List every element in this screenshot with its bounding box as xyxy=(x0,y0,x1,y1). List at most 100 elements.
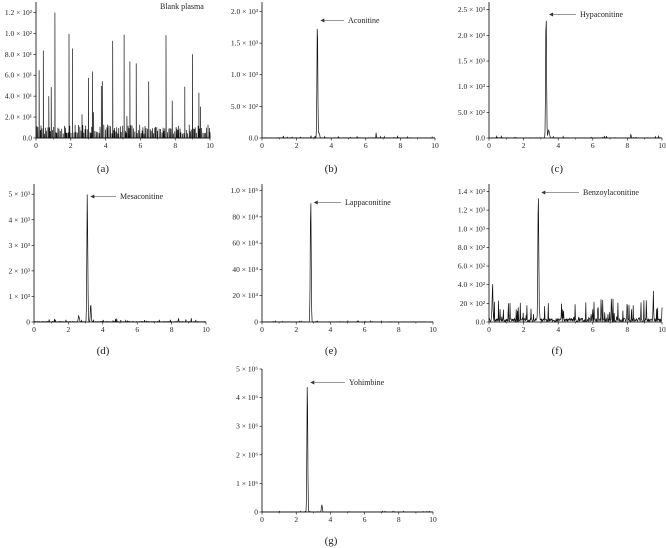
annotation-arrowhead-c xyxy=(549,12,554,17)
trace-f xyxy=(488,198,663,324)
y-tick-label-g: 5 × 10⁶ xyxy=(236,365,258,374)
y-tick-label-g: 4 × 10⁶ xyxy=(236,393,258,402)
y-tick-label-c: 1.5 × 10³ xyxy=(458,57,486,66)
annotation-arrowhead-g xyxy=(310,380,315,385)
x-tick-label-f: 0 xyxy=(487,325,491,334)
x-tick-label-a: 6 xyxy=(139,141,143,150)
x-tick-label-g: 8 xyxy=(397,515,401,524)
y-tick-label-g: 0 xyxy=(254,508,258,517)
panel-caption-d: (d) xyxy=(97,345,110,357)
panel-caption-b: (b) xyxy=(325,163,338,175)
panel-b: 0 2 4 6 8 10 0.0 5.0 × 10² 1.0 × 10³ 1.5 × 10³ 2.0… xyxy=(231,2,439,175)
y-tick-label-f: 0.0 xyxy=(476,318,486,327)
x-tick-label-c: 0 xyxy=(487,141,491,150)
y-tick-label-a: 2.0 × 10¹ xyxy=(5,113,32,122)
y-tick-label-g: 2 × 10⁶ xyxy=(236,450,258,459)
panel-c: 0 2 4 6 8 10 0.0 5.0 × 10² 1.0 × 10³ 1.5 × 10³ 2.0… xyxy=(458,2,666,175)
x-tick-label-g: 6 xyxy=(363,515,367,524)
annotation-arrowhead-f xyxy=(541,190,546,195)
y-tick-label-f: 6.0 × 10² xyxy=(458,262,486,271)
trace-d xyxy=(33,194,206,323)
panel-caption-f: (f) xyxy=(552,345,563,357)
compound-label-g: Yohimbine xyxy=(349,378,385,387)
trace-b xyxy=(261,28,436,139)
y-tick-label-e: 40 × 10⁴ xyxy=(232,265,258,274)
y-tick-label-c: 2.0 × 10³ xyxy=(458,31,486,40)
y-tick-label-e: 60 × 10⁴ xyxy=(232,239,258,248)
y-tick-label-c: 2.5 × 10³ xyxy=(458,5,486,14)
y-tick-label-e: 20 × 10⁴ xyxy=(232,291,258,300)
x-tick-label-b: 0 xyxy=(260,141,264,150)
panel-d: 0 2 4 6 8 10 0 1 × 10³ 2 × 10³ 3 × 10³ 4 × 10³ 5 × … xyxy=(9,184,210,357)
y-tick-label-d: 2 × 10³ xyxy=(9,266,31,275)
y-tick-label-a: 1.0 × 10² xyxy=(5,29,33,38)
x-tick-label-e: 0 xyxy=(260,325,264,334)
y-tick-label-d: 5 × 10³ xyxy=(9,190,31,199)
annotation-arrowhead-d xyxy=(90,194,95,199)
y-tick-label-e: 1.0 × 10⁵ xyxy=(231,186,259,195)
y-tick-label-c: 5.0 × 10² xyxy=(458,108,486,117)
x-tick-label-d: 6 xyxy=(135,325,139,334)
x-tick-label-f: 8 xyxy=(626,325,630,334)
x-tick-label-b: 2 xyxy=(295,141,299,150)
y-tick-label-d: 0 xyxy=(26,318,30,327)
trace-g xyxy=(262,386,433,513)
x-tick-label-c: 10 xyxy=(658,141,666,150)
x-tick-label-d: 2 xyxy=(67,325,71,334)
compound-label-b: Aconitine xyxy=(348,16,380,25)
y-tick-label-c: 0.0 xyxy=(476,134,486,143)
y-tick-label-e: 80 × 10⁴ xyxy=(232,212,258,221)
y-tick-label-d: 4 × 10³ xyxy=(9,215,31,224)
y-tick-label-f: 8.0 × 10² xyxy=(458,243,486,252)
x-tick-label-c: 8 xyxy=(626,141,630,150)
x-tick-label-a: 2 xyxy=(69,141,73,150)
x-tick-label-a: 10 xyxy=(206,141,214,150)
y-tick-label-c: 1.0 × 10³ xyxy=(458,82,486,91)
x-tick-label-c: 4 xyxy=(556,141,560,150)
x-tick-label-a: 8 xyxy=(173,141,177,150)
x-tick-label-g: 4 xyxy=(329,515,333,524)
y-tick-label-b: 2.0 × 10³ xyxy=(231,7,259,16)
y-tick-label-f: 1.0 × 10³ xyxy=(458,224,486,233)
y-tick-label-a: 6.0 × 10¹ xyxy=(5,71,32,80)
y-tick-label-a: 8.0 × 10¹ xyxy=(5,50,32,59)
y-tick-label-d: 3 × 10³ xyxy=(9,241,31,250)
panel-caption-g: (g) xyxy=(325,535,338,547)
x-tick-label-e: 8 xyxy=(397,325,401,334)
y-tick-label-b: 0.0 xyxy=(249,134,259,143)
y-tick-label-f: 20 × 10² xyxy=(460,299,486,308)
annotation-arrowhead-e xyxy=(313,200,318,205)
panel-f: 0 2 4 6 8 10 0.0 20 × 10² 4.0 × 10² 6.0 × 10² 8.0 … xyxy=(458,184,666,357)
panel-a: 0 2 4 6 8 10 0.0 2.0 × 10¹ 4.0 × 10¹ 6.0 × 10¹ 8.0… xyxy=(5,2,214,175)
panel-e: 0 2 4 6 8 10 0 20 × 10⁴ 40 × 10⁴ 60 × 10⁴ 80 × 10⁴… xyxy=(231,184,437,357)
x-tick-label-b: 6 xyxy=(364,141,368,150)
trace-a xyxy=(36,12,211,139)
panel-g: 0 2 4 6 8 10 0 1 × 10⁶ 2 × 10⁶ 3 × 10⁶ 4 × 10⁶ 5 × … xyxy=(236,365,437,548)
x-tick-label-f: 6 xyxy=(591,325,595,334)
x-tick-label-a: 4 xyxy=(104,141,108,150)
x-tick-label-g: 0 xyxy=(260,515,264,524)
y-tick-label-e: 0 xyxy=(254,318,258,327)
compound-label-f: Benzoylaconitine xyxy=(583,188,639,197)
y-tick-label-f: 4.0 × 10² xyxy=(458,280,486,289)
panel-caption-a: (a) xyxy=(97,163,110,175)
x-tick-label-f: 4 xyxy=(556,325,560,334)
trace-c xyxy=(488,20,663,139)
y-tick-label-f: 1.2 × 10³ xyxy=(458,206,486,215)
x-tick-label-e: 10 xyxy=(429,325,437,334)
x-tick-label-d: 0 xyxy=(32,325,36,334)
x-tick-label-e: 4 xyxy=(329,325,333,334)
x-tick-label-f: 10 xyxy=(658,325,666,334)
y-tick-label-a: 4.0 × 10¹ xyxy=(5,92,32,101)
x-tick-label-b: 8 xyxy=(399,141,403,150)
x-tick-label-d: 4 xyxy=(101,325,105,334)
y-tick-label-g: 1 × 10⁶ xyxy=(236,479,258,488)
x-tick-label-c: 6 xyxy=(591,141,595,150)
annotation-arrowhead-b xyxy=(320,18,325,23)
panel-caption-c: (c) xyxy=(551,163,564,175)
y-tick-label-a: 1.2 × 10² xyxy=(5,8,33,17)
y-tick-label-f: 1.4 × 10³ xyxy=(458,187,486,196)
x-tick-label-e: 2 xyxy=(294,325,298,334)
